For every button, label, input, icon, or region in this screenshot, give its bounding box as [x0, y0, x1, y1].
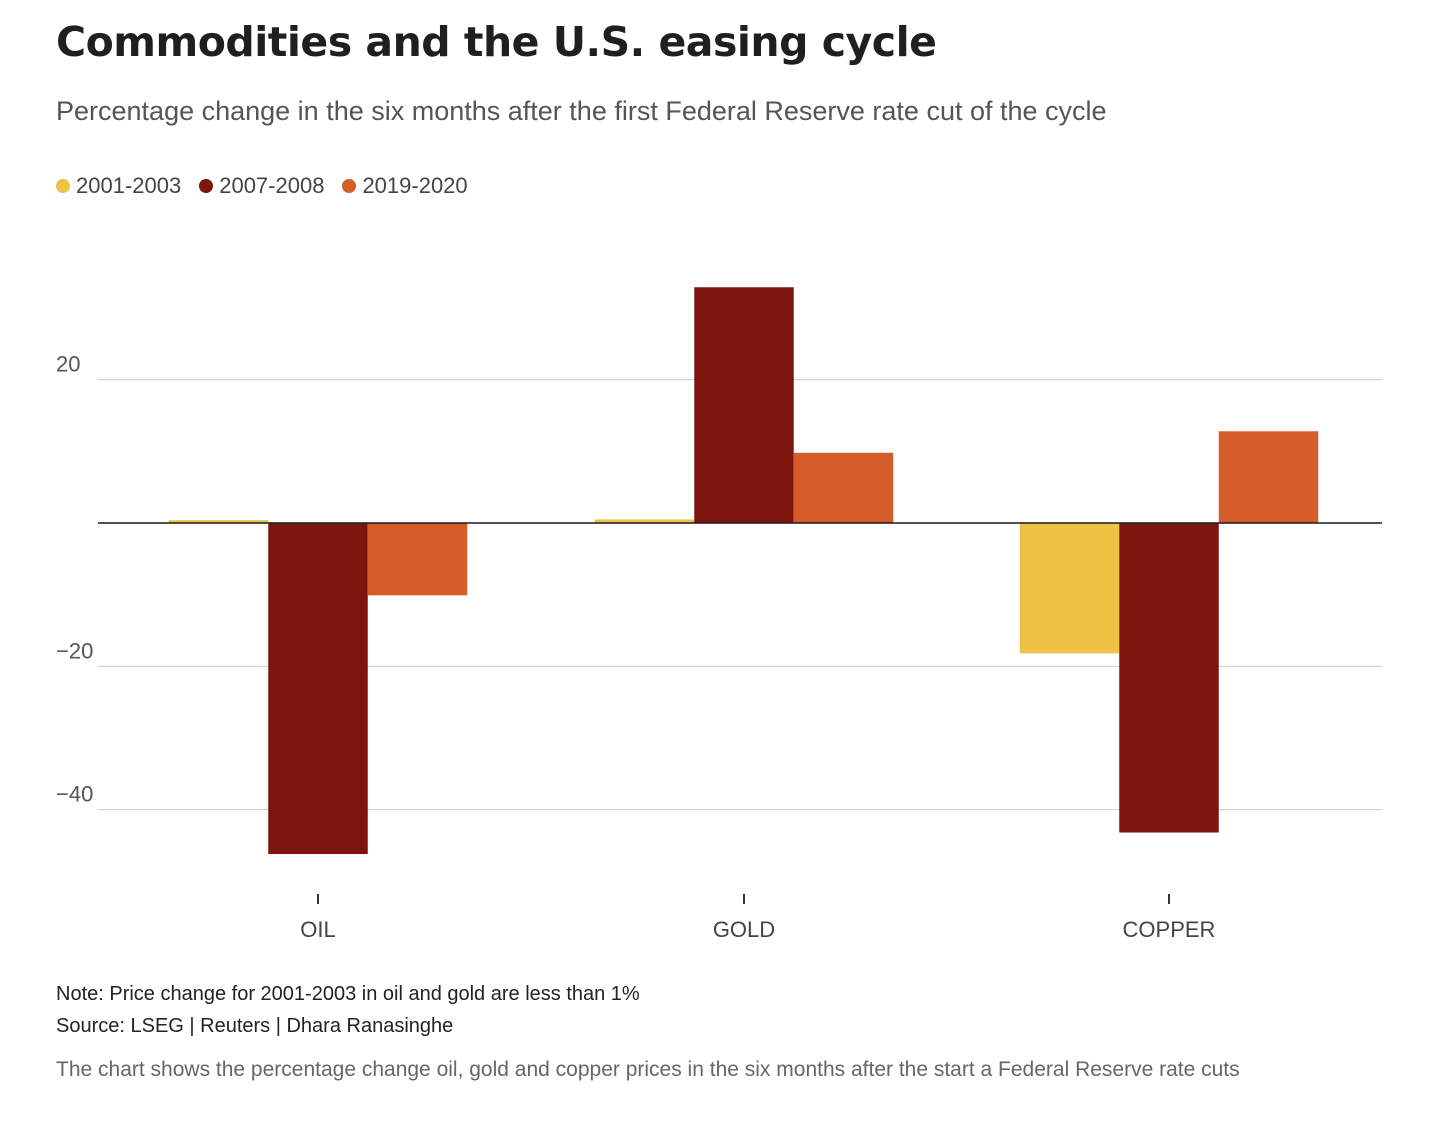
- legend-swatch-2007-2008: [199, 179, 214, 193]
- y-tick-label-20: 20: [56, 352, 80, 377]
- legend-item-2001-2003: 2001-2003: [56, 173, 181, 199]
- legend-swatch-2001-2003: [56, 179, 70, 193]
- bar-copper-2019-2020: [1218, 431, 1319, 523]
- bars: [168, 287, 1319, 855]
- legend-label-2019-2020: 2019-2020: [362, 173, 468, 198]
- axes: 20 −20 −40 OIL GOLD COPPER: [56, 352, 1382, 942]
- legend-item-2007-2008: 2007-2008: [199, 173, 324, 199]
- chart-note: Note: Price change for 2001-2003 in oil …: [56, 983, 640, 1005]
- x-tick-label-copper: COPPER: [1123, 917, 1216, 942]
- bar-gold-2019-2020: [793, 452, 894, 523]
- chart-source: Source: LSEG | Reuters | Dhara Ranasingh…: [56, 1015, 454, 1037]
- chart-title: Commodities and the U.S. easing cycle: [56, 18, 937, 66]
- bar-chart: 20 −20 −40 OIL GOLD COPPER: [56, 287, 1382, 942]
- y-tick-label--40: −40: [56, 782, 93, 807]
- legend-swatch-2019-2020: [342, 179, 357, 193]
- legend-item-2019-2020: 2019-2020: [342, 173, 468, 199]
- bar-oil-2001-2003: [168, 520, 269, 523]
- legend: 2001-2003 2007-2008 2019-2020: [56, 173, 486, 199]
- bar-oil-2019-2020: [367, 523, 468, 596]
- bar-copper-2001-2003: [1019, 523, 1120, 654]
- chart-description: The chart shows the percentage change oi…: [56, 1058, 1240, 1081]
- bar-copper-2007-2008: [1119, 523, 1219, 833]
- bar-gold-2001-2003: [594, 519, 695, 523]
- bar-gold-2007-2008: [694, 287, 794, 523]
- x-tick-label-oil: OIL: [300, 917, 335, 942]
- legend-label-2007-2008: 2007-2008: [219, 173, 325, 198]
- y-tick-label--20: −20: [56, 638, 93, 663]
- bar-oil-2007-2008: [268, 523, 368, 855]
- chart-subtitle: Percentage change in the six months afte…: [56, 96, 1107, 126]
- x-tick-label-gold: GOLD: [713, 917, 775, 942]
- legend-label-2001-2003: 2001-2003: [76, 173, 182, 198]
